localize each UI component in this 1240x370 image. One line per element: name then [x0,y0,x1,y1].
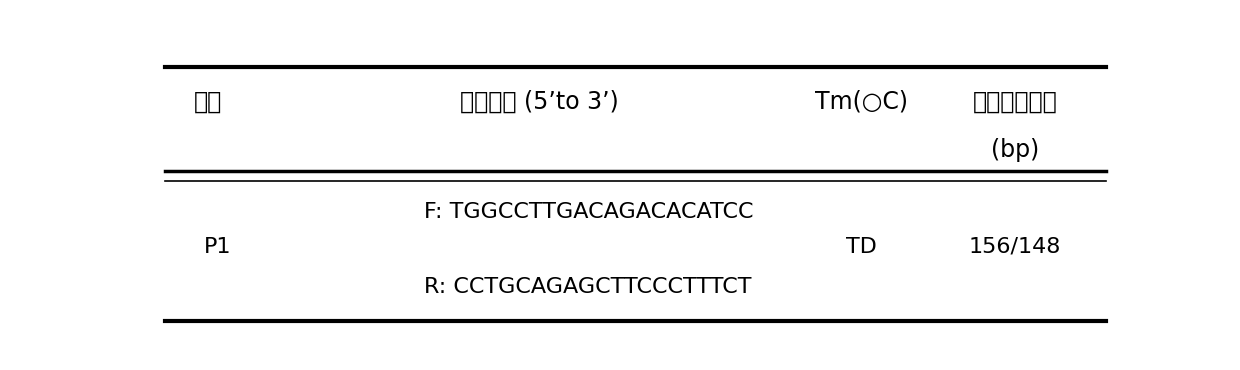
Text: 156/148: 156/148 [968,237,1061,257]
Text: 位点: 位点 [193,90,222,113]
Text: TD: TD [846,237,877,257]
Text: 扩增产物大小: 扩增产物大小 [972,90,1058,113]
Text: Tm(○C): Tm(○C) [815,90,908,113]
Text: P1: P1 [203,237,231,257]
Text: (bp): (bp) [991,138,1039,162]
Text: R: CCTGCAGAGCTTCCCTTTCT: R: CCTGCAGAGCTTCCCTTTCT [424,276,751,297]
Text: F: TGGCCTTGACAGACACATCC: F: TGGCCTTGACAGACACATCC [424,202,754,222]
Text: 引物序列 (5’to 3’): 引物序列 (5’to 3’) [460,90,619,113]
